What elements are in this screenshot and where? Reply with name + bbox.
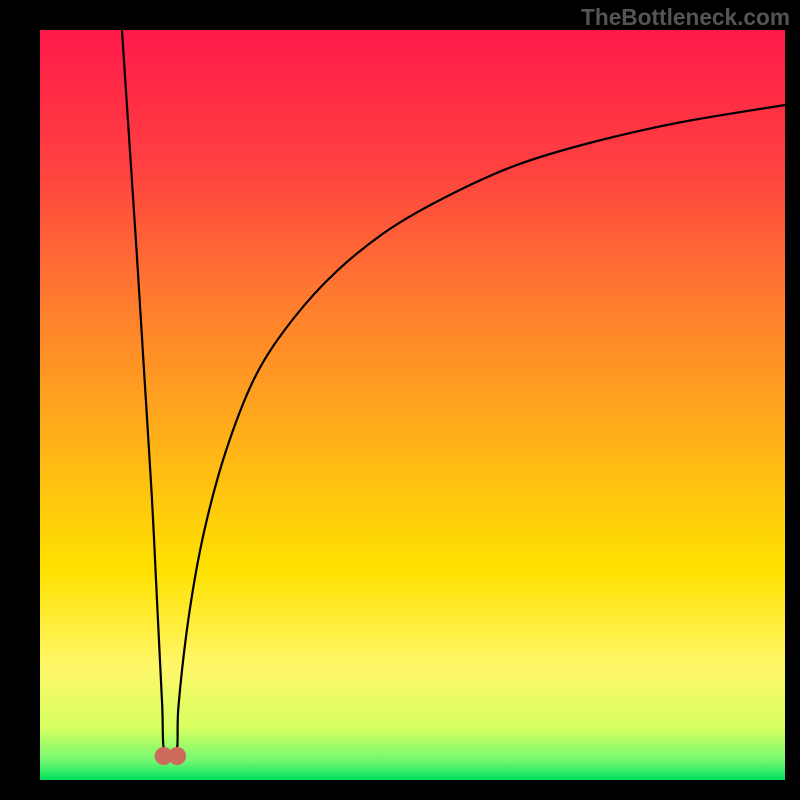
plot-background: [40, 30, 785, 780]
attribution-text: TheBottleneck.com: [581, 4, 790, 31]
bottleneck-curve-plot: [0, 0, 800, 800]
chart-frame: TheBottleneck.com: [0, 0, 800, 800]
